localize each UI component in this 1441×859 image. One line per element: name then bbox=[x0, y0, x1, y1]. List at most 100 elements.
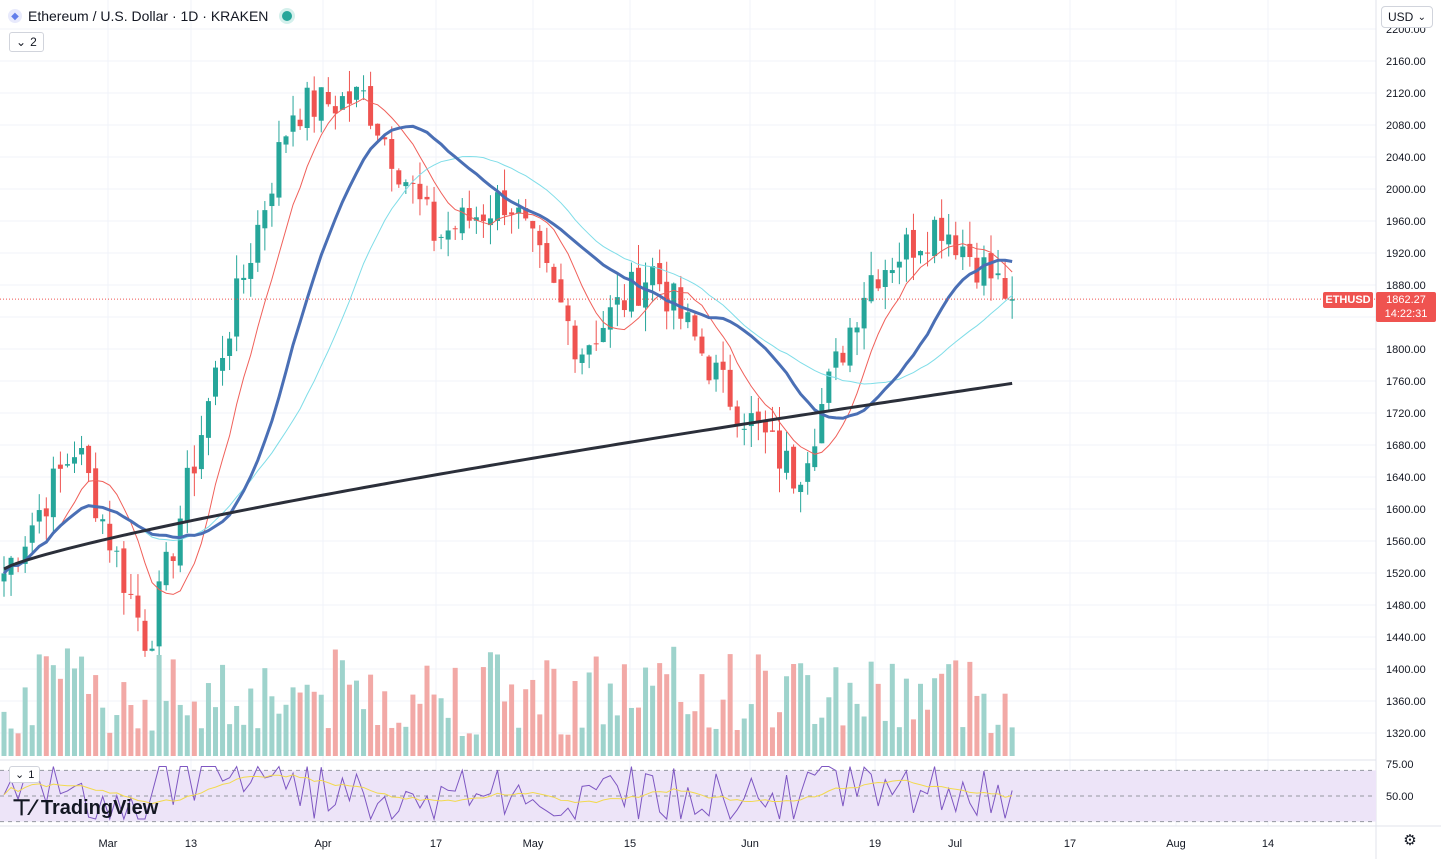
price-axis-label: 1920.00 bbox=[1386, 248, 1426, 260]
volume-bar bbox=[981, 693, 987, 756]
candle-body bbox=[593, 343, 599, 345]
candle-body bbox=[382, 137, 388, 140]
candle-body bbox=[424, 196, 430, 200]
candle-body bbox=[198, 435, 204, 470]
tradingview-logo-icon: ⊤⁄ bbox=[12, 795, 35, 820]
price-axis-label: 1520.00 bbox=[1386, 568, 1426, 580]
candle-body bbox=[170, 556, 176, 561]
rsi-line bbox=[3, 765, 1013, 822]
volume-bar bbox=[798, 663, 804, 756]
volume-bar bbox=[910, 719, 916, 756]
candle-body bbox=[142, 620, 148, 651]
candle-body bbox=[227, 338, 233, 356]
volume-bar bbox=[227, 724, 233, 756]
candle-body bbox=[205, 401, 211, 438]
candle-body bbox=[537, 230, 543, 246]
candle-body bbox=[269, 193, 275, 207]
volume-bar bbox=[276, 713, 282, 756]
volume-bar bbox=[487, 652, 493, 756]
candle-body bbox=[495, 192, 500, 221]
candle-body bbox=[565, 305, 571, 322]
price-axis-label: 2080.00 bbox=[1386, 120, 1426, 132]
candle-body bbox=[748, 413, 754, 427]
chart-legend: ◆ Ethereum / U.S. Dollar · 1D · KRAKEN bbox=[8, 8, 293, 24]
candle-body bbox=[438, 236, 444, 238]
candle-body bbox=[868, 275, 874, 302]
volume-bar bbox=[22, 687, 28, 756]
volume-bar bbox=[473, 734, 479, 756]
bar-countdown: 14:22:31 bbox=[1384, 308, 1428, 320]
volume-bar bbox=[805, 675, 811, 756]
volume-bar bbox=[607, 683, 613, 756]
candle-body bbox=[614, 297, 620, 305]
candle-body bbox=[452, 228, 458, 230]
volume-bar bbox=[50, 665, 56, 756]
volume-bar bbox=[382, 691, 388, 756]
candle-body bbox=[403, 182, 409, 187]
volume-bar bbox=[593, 656, 599, 756]
volume-bar bbox=[840, 725, 846, 756]
candle-body bbox=[396, 170, 402, 185]
candle-body bbox=[325, 91, 331, 105]
volume-bar bbox=[431, 694, 437, 756]
candle-body bbox=[311, 90, 317, 117]
volume-bar bbox=[220, 664, 226, 756]
volume-bar bbox=[572, 681, 578, 756]
indicators-count: 2 bbox=[30, 35, 37, 49]
time-axis-label: Jun bbox=[741, 838, 759, 850]
candle-body bbox=[579, 354, 585, 363]
volume-bar bbox=[163, 700, 169, 756]
volume-bar bbox=[495, 654, 500, 756]
currency-select[interactable]: USD ⌄ bbox=[1381, 6, 1433, 28]
volume-bar bbox=[480, 667, 486, 756]
volume-bar bbox=[903, 678, 909, 756]
candle-body bbox=[628, 271, 634, 312]
volume-bar bbox=[79, 656, 85, 756]
price-axis-label: 1760.00 bbox=[1386, 376, 1426, 388]
volume-bar bbox=[368, 674, 374, 756]
candle-body bbox=[960, 246, 966, 258]
candle-body bbox=[741, 428, 747, 430]
candle-body bbox=[516, 207, 522, 214]
price-axis-label: 1560.00 bbox=[1386, 536, 1426, 548]
time-axis-label: 19 bbox=[869, 838, 881, 850]
volume-bar bbox=[361, 709, 367, 756]
candle-body bbox=[523, 208, 529, 219]
volume-bar bbox=[304, 684, 310, 756]
candle-body bbox=[544, 243, 550, 263]
candle-body bbox=[621, 300, 627, 311]
volume-bar bbox=[671, 646, 677, 756]
volume-bar bbox=[466, 733, 472, 756]
candle-body bbox=[664, 281, 670, 312]
candle-body bbox=[572, 325, 578, 360]
candle-body bbox=[339, 96, 345, 110]
rsi-count: 1 bbox=[28, 768, 35, 781]
settings-icon[interactable]: ⚙ bbox=[1403, 832, 1417, 849]
candle-body bbox=[262, 210, 268, 229]
volume-bar bbox=[650, 685, 656, 756]
candle-body bbox=[805, 463, 811, 482]
indicators-toggle-button[interactable]: ⌄ 2 bbox=[9, 32, 44, 52]
volume-bar bbox=[290, 687, 296, 756]
candle-body bbox=[64, 464, 70, 466]
volume-bar bbox=[777, 712, 782, 756]
candle-body bbox=[163, 551, 169, 586]
candle-body bbox=[57, 464, 63, 469]
time-axis-label: Aug bbox=[1166, 838, 1186, 850]
chevron-down-icon: ⌄ bbox=[16, 35, 27, 49]
volume-bar bbox=[678, 701, 684, 756]
volume-bar bbox=[135, 728, 141, 756]
volume-bar bbox=[128, 705, 134, 756]
candle-body bbox=[784, 450, 790, 473]
volume-bar bbox=[332, 649, 338, 756]
volume-bar bbox=[692, 711, 698, 756]
volume-bar bbox=[833, 667, 839, 756]
price-axis-label: 1600.00 bbox=[1386, 504, 1426, 516]
volume-bar bbox=[784, 676, 790, 756]
candle-body bbox=[1002, 278, 1008, 299]
rsi-toggle-button[interactable]: ⌄ 1 bbox=[9, 766, 41, 783]
volume-bar bbox=[600, 724, 606, 756]
volume-bar bbox=[854, 703, 860, 756]
volume-bar bbox=[121, 682, 127, 756]
